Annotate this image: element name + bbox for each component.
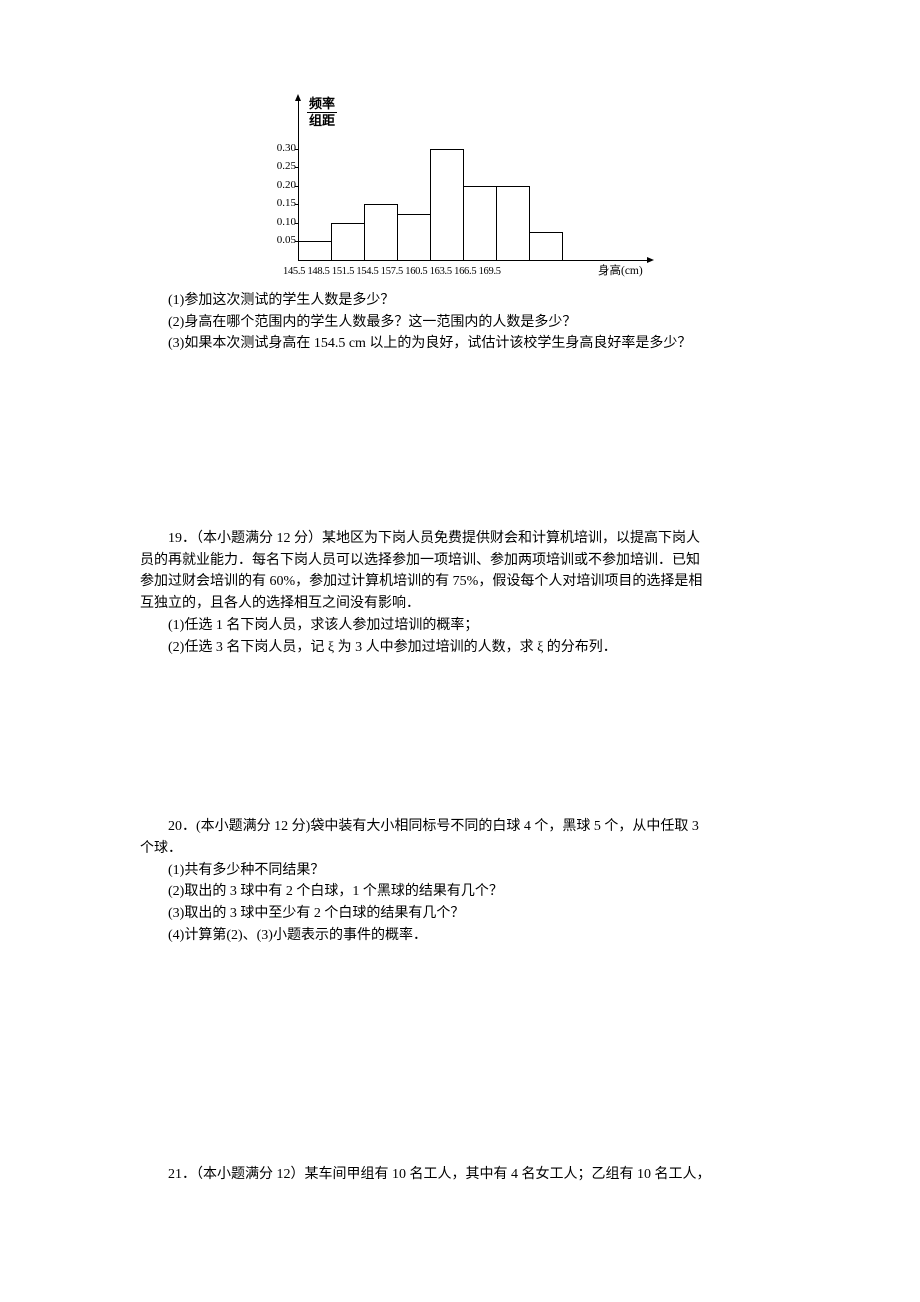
q20-sub4: (4)计算第(2)、(3)小题表示的事件的概率． xyxy=(140,925,780,947)
x-axis xyxy=(298,260,648,261)
spacer xyxy=(140,954,780,1164)
question-19: 19．（本小题满分 12 分）某地区为下岗人员免费提供财会和计算机培训，以提高下… xyxy=(140,528,780,658)
q19-sub1: (1)任选 1 名下岗人员，求该人参加过培训的概率； xyxy=(140,615,780,637)
x-axis-title: 身高(cm) xyxy=(598,262,643,280)
q18-sub2: (2)身高在哪个范围内的学生人数最多？这一范围内的人数是多少？ xyxy=(140,312,780,334)
y-tick-label: 0.10 xyxy=(277,214,296,232)
histogram-bar xyxy=(496,186,530,260)
question-21: 21．（本小题满分 12）某车间甲组有 10 名工人，其中有 4 名女工人；乙组… xyxy=(140,1164,780,1186)
y-label-denominator: 组距 xyxy=(307,113,337,129)
q18-sub3: (3)如果本次测试身高在 154.5 cm 以上的为良好，试估计该校学生身高良好… xyxy=(140,333,780,355)
y-tick-label: 0.05 xyxy=(277,232,296,250)
histogram-bar xyxy=(529,232,563,260)
histogram-container: 频率 组距 0.300.250.200.150.100.05 145.5 148… xyxy=(140,90,780,280)
y-axis-label: 频率 组距 xyxy=(307,96,337,128)
histogram-bar xyxy=(364,204,398,260)
y-tick-mark xyxy=(295,149,298,150)
q19-sub2: (2)任选 3 名下岗人员，记 ξ 为 3 人中参加过培训的人数，求 ξ 的分布… xyxy=(140,637,780,659)
spacer xyxy=(140,666,780,816)
x-axis-labels: 145.5 148.5 151.5 154.5 157.5 160.5 163.… xyxy=(283,264,501,281)
q21-intro-line1: 21．（本小题满分 12）某车间甲组有 10 名工人，其中有 4 名女工人；乙组… xyxy=(140,1164,780,1186)
histogram-bar xyxy=(430,149,464,260)
y-tick-mark xyxy=(295,186,298,187)
q19-intro-line1: 19．（本小题满分 12 分）某地区为下岗人员免费提供财会和计算机培训，以提高下… xyxy=(140,528,780,550)
y-tick-label: 0.30 xyxy=(277,140,296,158)
y-tick-label: 0.20 xyxy=(277,177,296,195)
y-label-numerator: 频率 xyxy=(307,96,337,113)
y-tick-label: 0.25 xyxy=(277,158,296,176)
q20-sub2: (2)取出的 3 球中有 2 个白球，1 个黑球的结果有几个？ xyxy=(140,881,780,903)
y-tick-mark xyxy=(295,204,298,205)
question-20: 20．(本小题满分 12 分)袋中装有大小相同标号不同的白球 4 个，黑球 5 … xyxy=(140,816,780,946)
q19-intro-line2: 员的再就业能力．每名下岗人员可以选择参加一项培训、参加两项培训或不参加培训．已知 xyxy=(140,550,780,572)
y-tick-label: 0.15 xyxy=(277,195,296,213)
q20-intro-line1: 20．(本小题满分 12 分)袋中装有大小相同标号不同的白球 4 个，黑球 5 … xyxy=(140,816,780,838)
spacer xyxy=(140,363,780,528)
histogram-chart: 频率 组距 0.300.250.200.150.100.05 145.5 148… xyxy=(260,90,660,280)
histogram-bar xyxy=(463,186,497,260)
q19-intro-line4: 互独立的，且各人的选择相互之间没有影响． xyxy=(140,593,780,615)
y-tick-mark xyxy=(295,223,298,224)
histogram-bar xyxy=(397,214,431,260)
q20-sub1: (1)共有多少种不同结果？ xyxy=(140,860,780,882)
q19-intro-line3: 参加过财会培训的有 60%，参加过计算机培训的有 75%，假设每个人对培训项目的… xyxy=(140,571,780,593)
histogram-bar xyxy=(298,241,332,260)
q20-sub3: (3)取出的 3 球中至少有 2 个白球的结果有几个？ xyxy=(140,903,780,925)
q18-sub1: (1)参加这次测试的学生人数是多少？ xyxy=(140,290,780,312)
y-axis xyxy=(298,100,299,260)
q20-intro-line2: 个球． xyxy=(140,838,780,860)
y-tick-mark xyxy=(295,167,298,168)
histogram-bar xyxy=(331,223,365,260)
question-18-subs: (1)参加这次测试的学生人数是多少？ (2)身高在哪个范围内的学生人数最多？这一… xyxy=(140,290,780,355)
